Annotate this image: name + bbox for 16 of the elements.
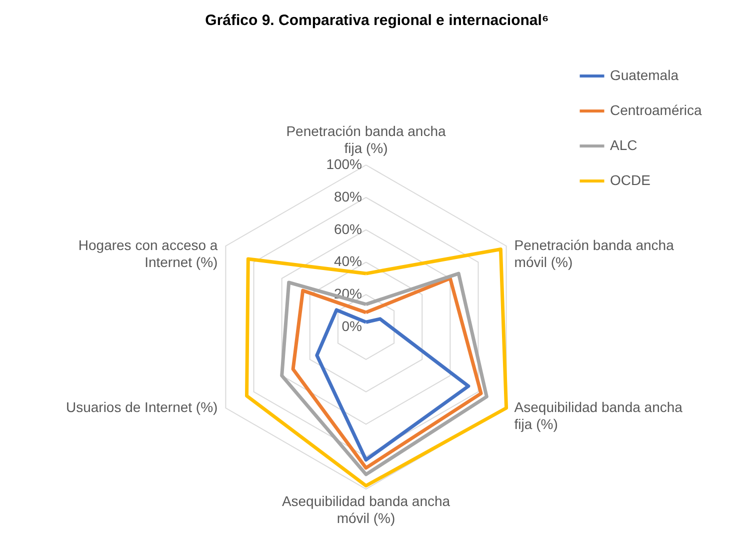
y-tick-label: 40% — [334, 253, 362, 270]
y-tick-label: 60% — [334, 220, 362, 237]
y-tick-label: 80% — [334, 188, 362, 204]
spoke-label: Penetración banda ancha fija (%) — [286, 123, 446, 156]
spoke-label: Asequibilidad banda ancha fija (%) — [514, 399, 683, 432]
legend-label: Centroamérica — [610, 102, 702, 118]
y-tick-label: 0% — [342, 318, 362, 334]
spoke-label: Hogares con acceso a Internet (%) — [78, 237, 218, 270]
spoke-label: Penetración banda ancha móvil (%) — [514, 237, 674, 270]
y-tick-label: 100% — [326, 156, 362, 172]
spoke-label: Usuarios de Internet (%) — [66, 399, 218, 415]
chart-title: Gráfico 9. Comparativa regional e internacional⁶ — [205, 12, 549, 29]
spoke-label: Asequibilidad banda ancha móvil (%) — [282, 493, 450, 526]
legend-label: ALC — [610, 137, 638, 153]
legend-label: Guatemala — [610, 67, 679, 83]
legend-label: OCDE — [610, 172, 650, 188]
